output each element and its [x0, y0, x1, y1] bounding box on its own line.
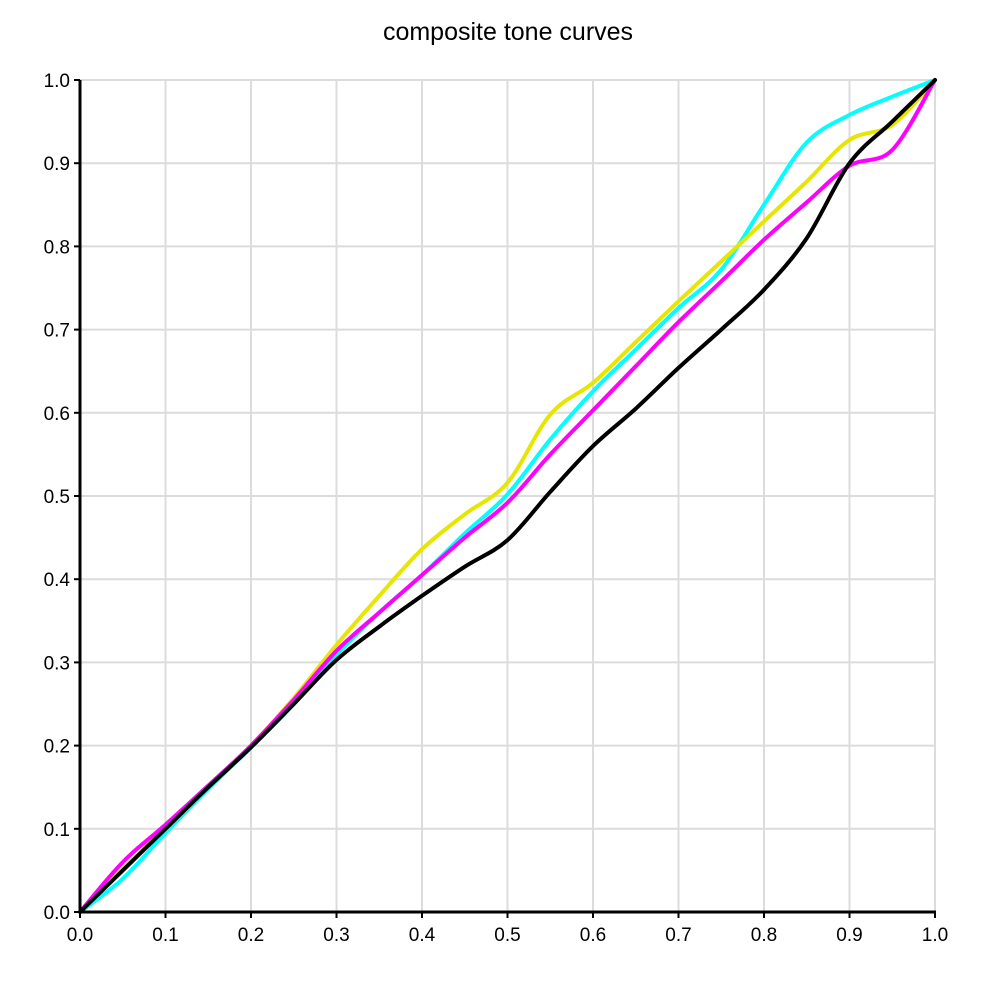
grid-lines	[80, 79, 936, 912]
x-axis-ticks: 0.0 0.1 0.2 0.3 0.4 0.5 0.6 0.7 0.8 0.9 1.0	[67, 912, 948, 946]
x-tick-label: 0.5	[494, 925, 520, 946]
x-tick-label: 0.8	[751, 925, 777, 946]
y-tick-label: 1.0	[44, 71, 70, 92]
x-tick-label: 0.2	[238, 925, 264, 946]
y-tick-label: 0.6	[44, 404, 70, 425]
x-tick-label: 1.0	[922, 925, 948, 946]
y-tick-label: 0.2	[44, 737, 70, 758]
curves	[78, 78, 937, 914]
y-axis-ticks: 0.0 0.1 0.2 0.3 0.4 0.5 0.6 0.7 0.8 0.9 1.0	[44, 71, 80, 924]
x-tick-label: 0.0	[67, 925, 93, 946]
y-tick-label: 0.9	[44, 154, 70, 175]
x-tick-label: 0.7	[665, 925, 691, 946]
y-tick-label: 0.0	[44, 903, 70, 924]
y-tick-label: 0.8	[44, 237, 70, 258]
chart-title: composite tone curves	[383, 18, 633, 46]
y-tick-label: 0.1	[44, 820, 70, 841]
y-tick-label: 0.7	[44, 321, 70, 342]
x-tick-label: 0.4	[409, 925, 436, 946]
x-tick-label: 0.9	[836, 925, 862, 946]
x-tick-label: 0.1	[152, 925, 178, 946]
black-curve	[78, 78, 937, 914]
x-tick-label: 0.6	[580, 925, 606, 946]
y-tick-label: 0.4	[44, 570, 71, 591]
y-tick-label: 0.3	[44, 653, 70, 674]
x-tick-label: 0.3	[323, 925, 349, 946]
y-tick-label: 0.5	[44, 487, 70, 508]
